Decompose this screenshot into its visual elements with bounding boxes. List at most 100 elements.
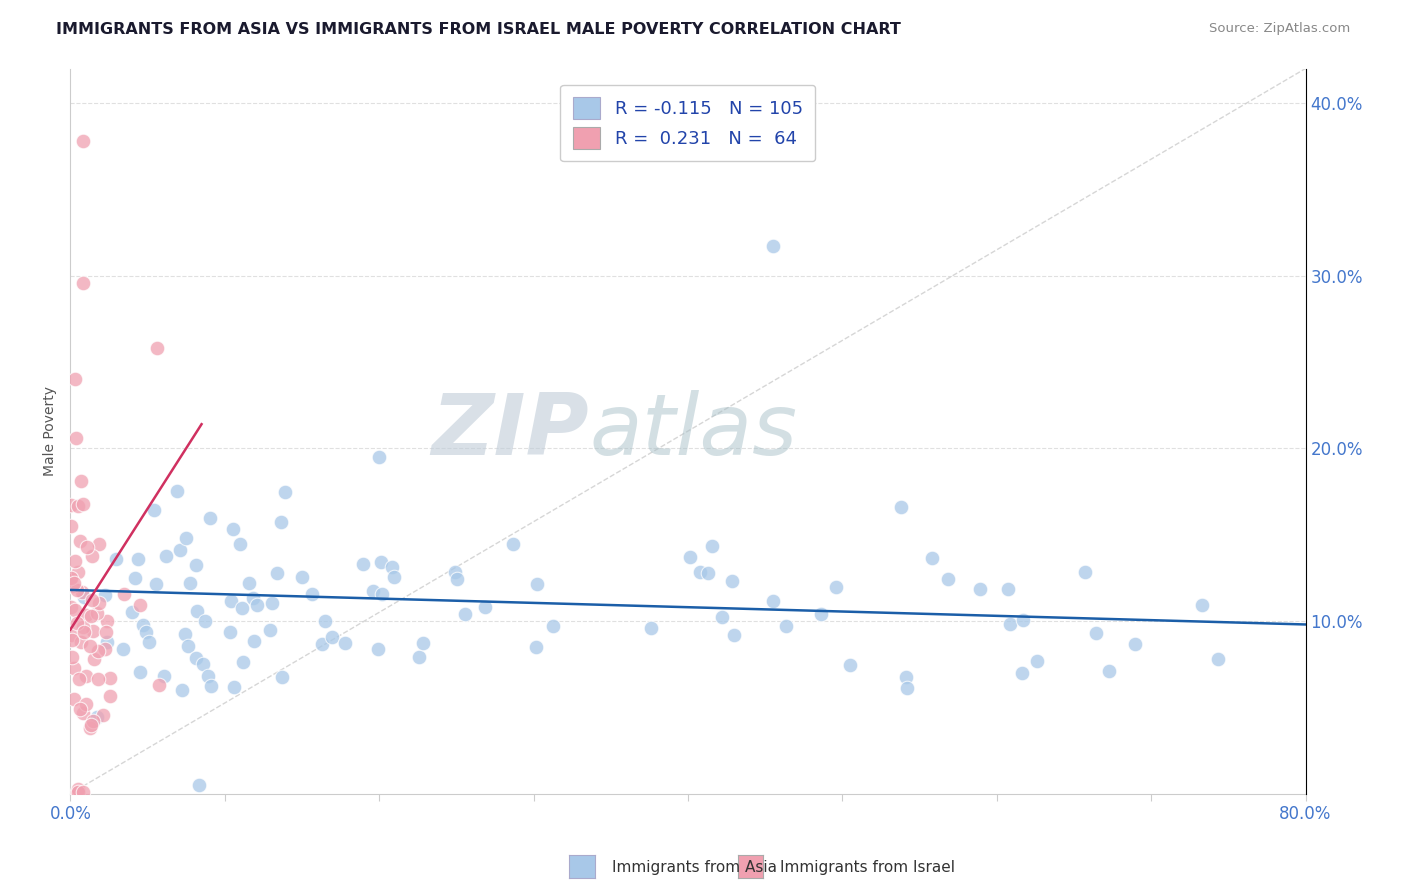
Point [238,576,260,591]
Point [179,575,201,590]
Point [127,551,149,566]
Point [246,598,269,612]
Point [311,637,333,651]
Point [1084,626,1107,640]
Point [72,624,94,639]
Point [72,276,94,290]
Point [333,636,356,650]
Point [177,639,200,653]
Point [80,549,103,563]
Point [86,672,108,686]
Point [723,628,745,642]
Point [221,522,243,536]
Point [66,582,89,597]
Point [896,670,918,684]
Point [75,607,97,622]
Point [176,531,198,545]
Point [242,591,264,605]
Point [184,558,207,572]
Point [94,588,117,602]
Point [361,584,384,599]
Point [762,239,785,253]
Point [1073,565,1095,579]
Point [1123,637,1146,651]
Point [270,515,292,529]
Point [301,587,323,601]
Point [1206,651,1229,665]
Point [124,572,146,586]
Point [69,635,91,649]
Point [1191,598,1213,612]
Point [1011,666,1033,681]
Point [87,643,110,657]
Point [70,585,93,599]
Point [145,577,167,591]
Point [82,624,104,639]
Point [67,785,90,799]
Point [60,498,83,512]
Point [67,672,90,686]
Point [63,554,86,568]
Point [408,650,430,665]
Point [291,570,314,584]
Point [79,721,101,735]
Point [1012,613,1035,627]
Point [193,657,215,671]
Point [321,630,343,644]
Point [696,566,718,580]
Point [640,621,662,635]
Point [231,600,253,615]
Point [60,571,83,585]
Point [66,781,89,796]
Legend: R = -0.115   N = 105, R =  0.231   N =  64: R = -0.115 N = 105, R = 0.231 N = 64 [561,85,815,161]
Point [194,615,217,629]
Point [1000,617,1022,632]
Point [921,551,943,566]
Point [1098,664,1121,678]
Point [197,669,219,683]
Point [266,566,288,580]
Point [352,557,374,571]
Point [62,575,84,590]
Point [371,587,394,601]
Point [79,639,101,653]
Point [172,683,194,698]
Point [524,640,547,654]
Point [229,537,252,551]
Point [86,606,108,620]
Point [72,497,94,511]
Point [132,617,155,632]
Point [128,598,150,612]
Point [63,372,86,386]
Point [98,672,121,686]
Point [73,590,96,604]
Point [138,635,160,649]
Point [314,615,336,629]
Point [259,623,281,637]
Point [810,607,832,622]
Point [112,642,135,657]
Point [86,709,108,723]
Point [454,607,477,621]
Point [1025,654,1047,668]
Point [66,785,89,799]
Point [271,670,294,684]
Point [62,579,84,593]
Point [200,679,222,693]
Point [72,706,94,721]
Point [66,499,89,513]
Point [166,483,188,498]
Point [63,661,86,675]
Text: ZIP: ZIP [432,390,589,473]
Point [76,541,98,555]
Point [890,500,912,514]
Point [689,565,711,579]
Point [232,655,254,669]
Point [219,625,242,640]
Point [96,635,118,649]
Point [543,618,565,632]
Point [184,651,207,665]
Point [72,620,94,634]
Point [83,652,105,666]
Point [143,502,166,516]
